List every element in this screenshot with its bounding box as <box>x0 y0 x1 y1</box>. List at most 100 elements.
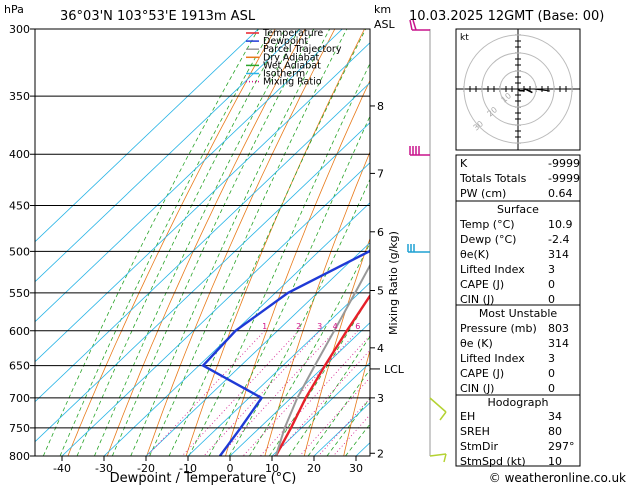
most-unstable-label: CAPE (J) <box>460 367 504 380</box>
x-axis-title: Dewpoint / Temperature (°C) <box>110 471 297 486</box>
dry-adiabat <box>265 29 424 456</box>
index-value: -9999 <box>548 172 580 185</box>
index-value: -9999 <box>548 157 580 170</box>
surface-value: -2.4 <box>548 233 569 246</box>
x-tick-label: 20 <box>307 462 321 475</box>
most-unstable-value: 0 <box>548 382 555 395</box>
surface-label: Temp (°C) <box>459 218 515 231</box>
pressure-tick-label: 800 <box>9 450 30 463</box>
mixing-ratio-label: 1 <box>262 322 267 331</box>
mixing-ratio-label: 3 <box>317 322 322 331</box>
pressure-tick-label: 300 <box>9 23 30 36</box>
asl-label: ASL <box>374 18 396 31</box>
isotherm <box>62 29 510 456</box>
isotherm <box>0 29 384 456</box>
mixing-ratio-label: 4 <box>333 322 338 331</box>
km-tick-label: 2 <box>377 447 384 460</box>
hodograph-unit: kt <box>460 33 469 43</box>
hodograph-stats-label: StmDir <box>460 440 499 453</box>
km-tick-label: 4 <box>377 342 384 355</box>
surface-label: CAPE (J) <box>460 278 504 291</box>
most-unstable-label: Lifted Index <box>460 352 525 365</box>
wet-adiabat <box>249 29 470 456</box>
legend-label: Mixing Ratio <box>263 77 322 88</box>
pressure-tick-label: 700 <box>9 392 30 405</box>
most-unstable-title: Most Unstable <box>479 307 558 320</box>
km-tick-label: 3 <box>377 392 384 405</box>
most-unstable-value: 803 <box>548 322 569 335</box>
index-label: Totals Totals <box>459 172 527 185</box>
surface-value: 0 <box>548 293 555 306</box>
most-unstable-value: 314 <box>548 337 569 350</box>
most-unstable-label: θe (K) <box>460 337 493 350</box>
most-unstable-value: 0 <box>548 367 555 380</box>
pressure-tick-label: 750 <box>9 422 30 435</box>
wind-barb-800 <box>430 454 446 462</box>
wet-adiabat <box>229 29 438 456</box>
pressure-tick-label: 450 <box>9 200 30 213</box>
hpa-unit-label: hPa <box>4 3 24 16</box>
most-unstable-label: CIN (J) <box>460 382 494 395</box>
hodograph-stats-label: StmSpd (kt) <box>460 455 526 468</box>
dry-adiabat <box>580 29 629 456</box>
pressure-tick-label: 600 <box>9 325 30 338</box>
mixing-ratio-axis-title: Mixing Ratio (g/kg) <box>387 231 400 335</box>
pressure-tick-label: 500 <box>9 245 30 258</box>
km-tick-label: 8 <box>377 100 384 113</box>
wet-adiabat <box>169 29 366 456</box>
most-unstable-value: 3 <box>548 352 555 365</box>
index-label: PW (cm) <box>460 187 506 200</box>
mixing-ratio-line <box>274 331 388 456</box>
wind-profile <box>408 20 446 462</box>
wind-barb-400 <box>410 146 430 155</box>
pressure-tick-label: 350 <box>9 90 30 103</box>
mixing-ratio-label: 15 <box>407 322 417 331</box>
hodograph-stats-title: Hodograph <box>488 396 549 409</box>
mixing-ratio-label: 20 <box>425 322 435 331</box>
surface-label: Dewp (°C) <box>460 233 516 246</box>
isotherm <box>20 29 468 456</box>
surface-value: 3 <box>548 263 555 276</box>
km-tick-label: 7 <box>377 167 384 180</box>
surface-label: θe(K) <box>460 248 489 261</box>
hodograph-stats-value: 297° <box>548 440 575 453</box>
lcl-label: LCL <box>384 363 405 376</box>
km-unit-label: km <box>374 3 391 16</box>
mixing-ratio-label: 25 <box>440 322 450 331</box>
mixing-ratio-label: 6 <box>355 322 360 331</box>
wind-barb-500 <box>408 244 430 252</box>
surface-label: Lifted Index <box>460 263 525 276</box>
mixing-ratio-line <box>333 331 445 456</box>
pressure-tick-label: 650 <box>9 360 30 373</box>
datetime-label: 10.03.2025 12GMT (Base: 00) <box>409 9 604 24</box>
pressure-axis: 300 350 400 450 500 550 600 650 700 750 800 <box>9 23 35 463</box>
index-label: K <box>460 157 468 170</box>
hodograph-stats-value: 34 <box>548 410 562 423</box>
mixing-ratio-line <box>147 331 265 456</box>
mixing-ratio-label: 8 <box>372 322 377 331</box>
most-unstable-label: Pressure (mb) <box>460 322 537 335</box>
hodograph: kt 10 20 30 <box>456 29 580 150</box>
mixing-ratio-label: 2 <box>296 322 301 331</box>
wet-adiabat <box>189 29 387 456</box>
dry-adiabat <box>147 29 335 456</box>
wet-adiabat <box>94 29 299 456</box>
mixing-ratio-line <box>300 331 413 456</box>
pressure-tick-label: 550 <box>9 287 30 300</box>
surface-value: 0 <box>548 278 555 291</box>
copyright: © weatheronline.co.uk <box>489 471 626 485</box>
lcl-marker: LCL <box>370 363 405 376</box>
wet-adiabat <box>77 29 285 456</box>
pressure-tick-label: 400 <box>9 148 30 161</box>
x-tick-label: 30 <box>349 462 363 475</box>
location-title: 36°03'N 103°53'E 1913m ASL <box>60 9 256 24</box>
hodograph-stats-label: EH <box>460 410 475 423</box>
surface-value: 10.9 <box>548 218 573 231</box>
x-tick-label: -40 <box>53 462 71 475</box>
km-tick-label: 5 <box>377 284 384 297</box>
